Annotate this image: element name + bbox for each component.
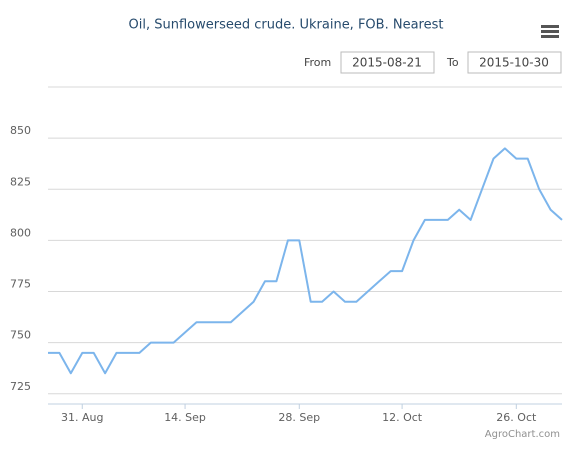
y-tick-label: 725 — [10, 380, 31, 393]
x-tick-label: 12. Oct — [382, 411, 423, 424]
from-value: 2015-08-21 — [352, 56, 422, 70]
series-line — [48, 147, 563, 375]
x-tick-label: 14. Sep — [164, 411, 206, 424]
y-tick-label: 825 — [10, 175, 31, 188]
x-tick-label: 31. Aug — [61, 411, 103, 424]
chart-title: Oil, Sunflowerseed crude. Ukraine, FOB. … — [129, 18, 444, 33]
from-input[interactable] — [340, 51, 435, 74]
from-label: From — [304, 56, 331, 69]
x-tick-label: 28. Sep — [278, 411, 320, 424]
y-tick-label: 800 — [10, 226, 31, 239]
to-value: 2015-10-30 — [479, 56, 549, 70]
menu-bar — [541, 35, 559, 38]
y-tick-label: 850 — [10, 124, 31, 137]
x-tick-label: 26. Oct — [496, 411, 537, 424]
to-label: To — [446, 56, 459, 69]
to-input[interactable] — [467, 51, 562, 74]
credits: AgroChart.com — [485, 429, 560, 440]
y-tick-label: 775 — [10, 278, 31, 291]
y-tick-label: 750 — [10, 329, 31, 342]
menu-bar — [541, 25, 559, 28]
menu-bar — [541, 30, 559, 33]
menu-button[interactable] — [541, 25, 559, 38]
